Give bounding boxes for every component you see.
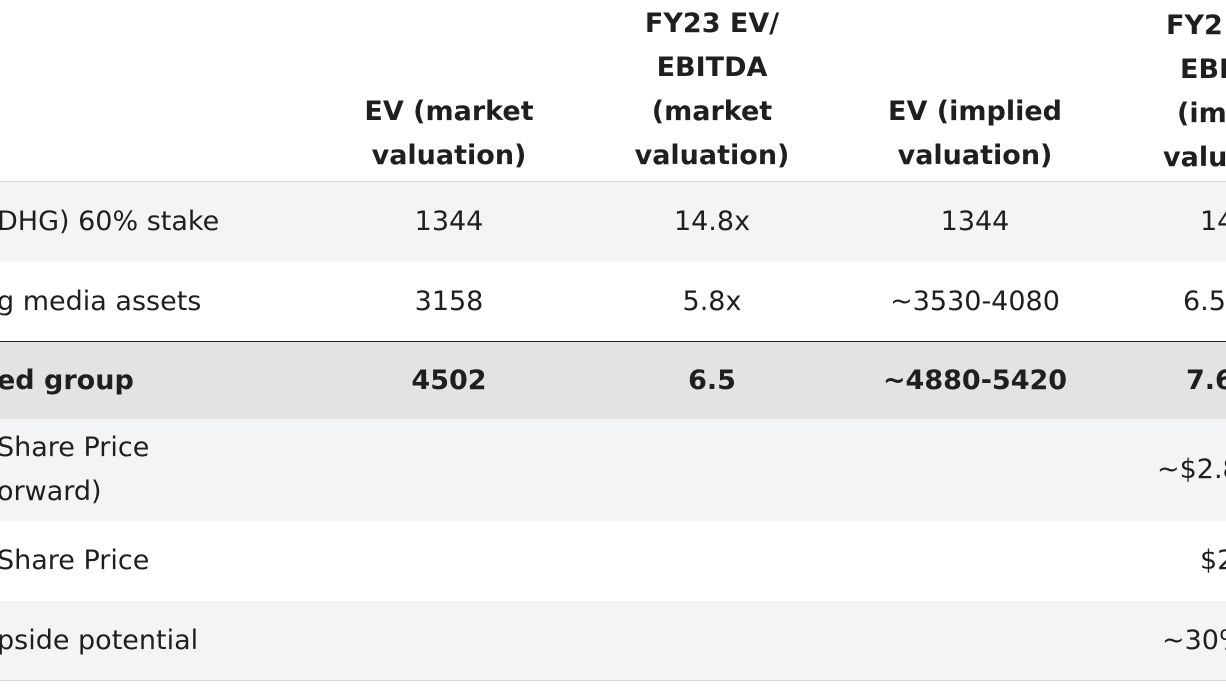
cell-text: pside potential bbox=[0, 624, 199, 656]
table-cell: g media assets bbox=[0, 262, 201, 341]
cell-line: EV (market bbox=[364, 96, 534, 127]
table-cell: 6.5 bbox=[688, 342, 736, 420]
cell-text: g media assets bbox=[0, 285, 202, 317]
cell-text: 3158 bbox=[414, 285, 484, 317]
cell-line: FY23 EV/ bbox=[644, 8, 780, 39]
table-cell: DHG) 60% stake bbox=[0, 182, 219, 262]
cell-text: $2 bbox=[1200, 545, 1226, 576]
header-cell-line: FY2 bbox=[1166, 10, 1223, 41]
cell-text: 4502 bbox=[411, 365, 487, 396]
cell-line: EV (implied bbox=[888, 96, 1062, 127]
header-cell: FY23 EV/EBITDA (market valuation) bbox=[635, 0, 790, 181]
table-cell: Share Price bbox=[0, 521, 149, 601]
table-cell: 14.8x bbox=[674, 182, 750, 262]
header-row: EV (market valuation) FY23 EV/EBITDA (marke… bbox=[0, 0, 1226, 182]
table-cell: pside potential bbox=[0, 601, 198, 680]
header-cell: EV (implied valuation) bbox=[888, 0, 1062, 181]
table-cell: 14 bbox=[1200, 182, 1226, 262]
table-cell: 1344 bbox=[415, 182, 484, 262]
cell-text: 14 bbox=[1200, 206, 1226, 237]
table-cell: 1344 bbox=[941, 182, 1010, 262]
cell-text: DHG) 60% stake bbox=[0, 206, 220, 237]
cell-text: 5.8x bbox=[682, 285, 742, 317]
table-cell: 7.6 bbox=[1186, 342, 1226, 420]
cell-line: orward) bbox=[0, 476, 102, 507]
total-row: ed group 4502 6.5 ~4880-5420 7.6 bbox=[0, 341, 1226, 421]
table-cell: 5.8x bbox=[683, 262, 742, 341]
cell-text: 1344 bbox=[414, 206, 484, 237]
cell-text: ~30% bbox=[1162, 624, 1226, 656]
table-row: g media assets 3158 5.8x ~3530-4080 6.5 bbox=[0, 262, 1226, 342]
cell-text: 6.5 bbox=[688, 365, 736, 396]
table-cell: $2 bbox=[1200, 521, 1226, 601]
cell-line: valuation) bbox=[897, 140, 1053, 171]
table-cell: ~3530-4080 bbox=[890, 262, 1060, 341]
cell-text: ed group bbox=[0, 365, 134, 396]
table-cell: ~4880-5420 bbox=[883, 342, 1067, 420]
table-cell: ed group bbox=[0, 342, 134, 420]
table-cell: Share Price orward) bbox=[0, 419, 149, 521]
cell-text: 6.5 bbox=[1183, 285, 1226, 317]
table-row: Share Price $2 bbox=[0, 521, 1226, 602]
table-cell: 3158 bbox=[415, 262, 484, 341]
header-cell-line: EBI bbox=[1180, 54, 1226, 85]
header-cell: EV (market valuation) bbox=[364, 0, 533, 181]
table-row: DHG) 60% stake 1344 14.8x 1344 14 bbox=[0, 182, 1226, 263]
cell-text: Share Price bbox=[0, 545, 150, 576]
cell-text: 1344 bbox=[940, 206, 1010, 237]
cell-line: (market bbox=[651, 96, 773, 127]
cell-text: 7.6 bbox=[1186, 365, 1226, 396]
header-cell-line: valu bbox=[1163, 142, 1226, 173]
cell-line: EBITDA bbox=[656, 52, 768, 83]
table-cell: ~30% bbox=[1162, 601, 1226, 680]
header-cell-line: (imp bbox=[1177, 98, 1226, 129]
table-cell: ~$2.8 bbox=[1157, 419, 1226, 521]
table-cell: 4502 bbox=[411, 342, 486, 420]
cell-text: 14.8x bbox=[673, 206, 751, 237]
cell-text: ~$2.8 bbox=[1157, 454, 1226, 485]
cell-line: valuation) bbox=[634, 140, 790, 171]
cell-text: ~4880-5420 bbox=[882, 365, 1068, 396]
table-row: pside potential ~30% bbox=[0, 601, 1226, 681]
table-cell: 6.5 bbox=[1183, 262, 1226, 341]
cell-line: valuation) bbox=[371, 140, 527, 171]
cell-line: Share Price bbox=[0, 432, 150, 463]
cell-text: ~3530-4080 bbox=[890, 285, 1060, 317]
table-row: Share Price orward) ~$2.8 bbox=[0, 419, 1226, 522]
